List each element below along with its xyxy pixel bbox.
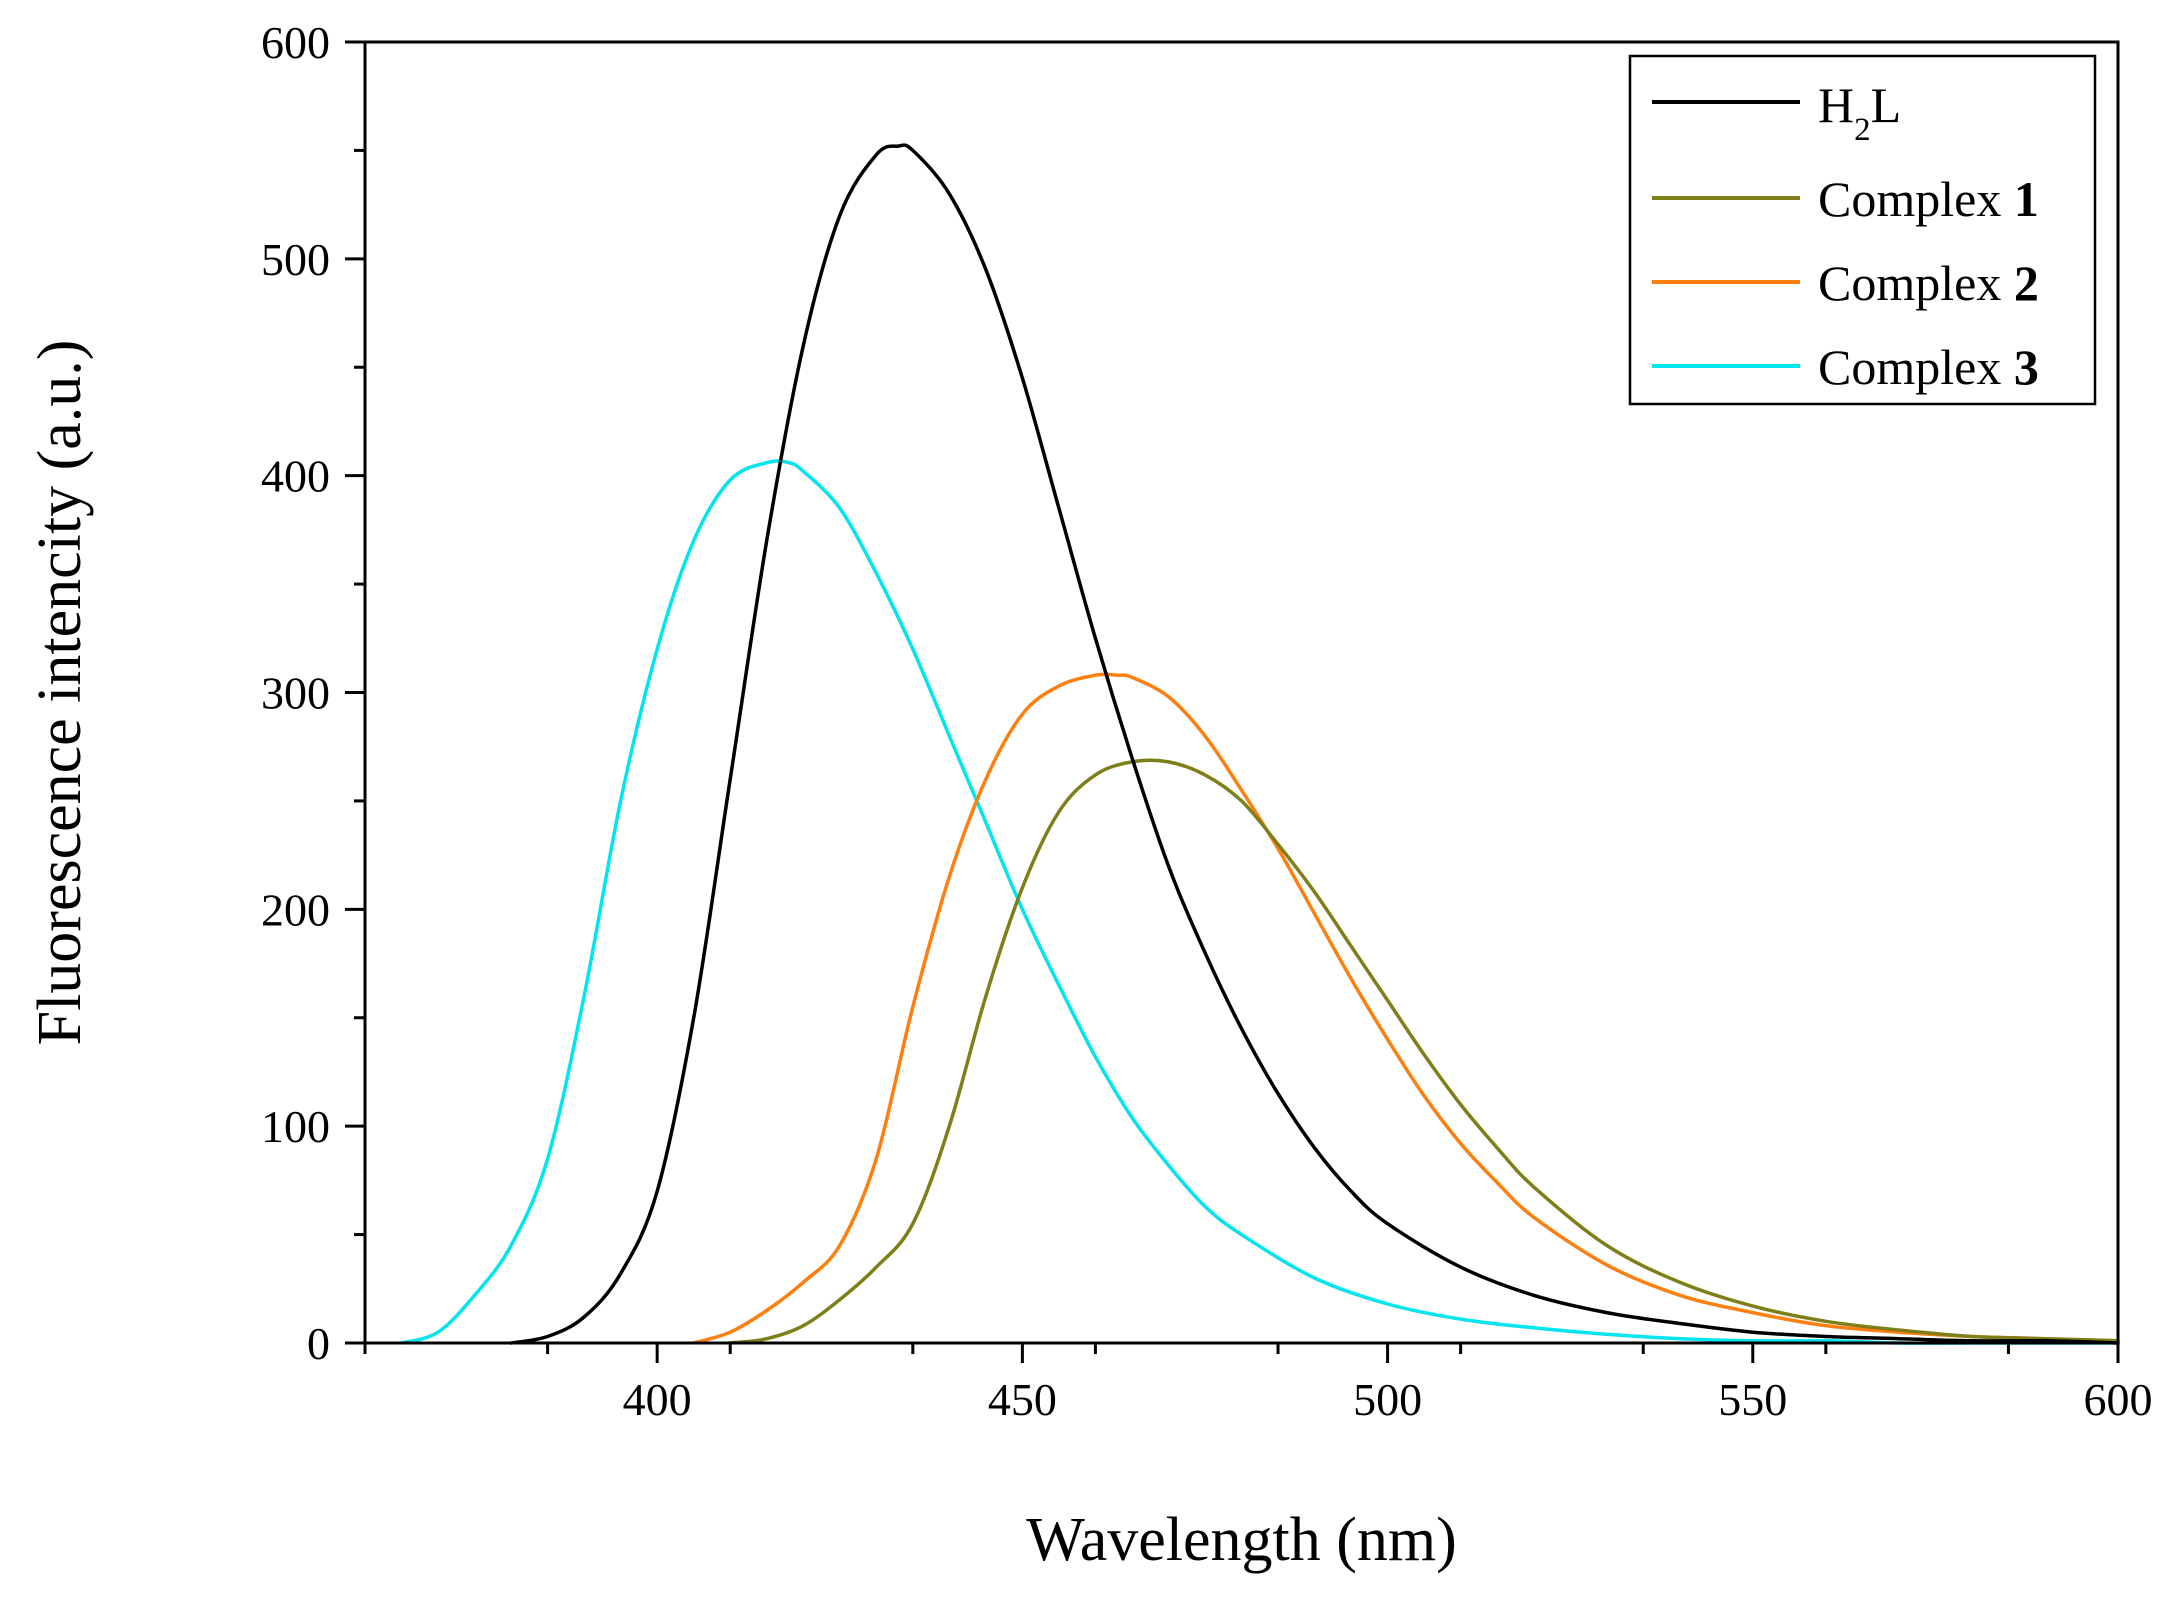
x-tick-label: 450 [988,1374,1057,1425]
plot-area [399,143,2120,1345]
y-tick-label: 400 [261,451,330,502]
x-axis-title: Wavelength (nm) [1026,1506,1457,1574]
x-tick-label: 600 [2084,1374,2153,1425]
legend-label: Complex 1 [1818,171,2039,227]
series-line-complex-3 [399,459,2120,1345]
y-tick-label: 300 [261,668,330,719]
legend-box [1628,54,2097,406]
y-tick-label: 200 [261,884,330,935]
y-tick-label: 100 [261,1101,330,1152]
legend-label: Complex 3 [1818,339,2039,395]
x-tick-label: 550 [1718,1374,1787,1425]
legend-label: Complex 2 [1818,255,2039,311]
y-axis-title: Fluorescence intencity (a.u.) [26,340,94,1046]
legend: H2L Complex 1 Complex 2 Complex 3 [1628,54,2097,406]
legend-label: H2L [1818,77,1901,148]
x-tick-label: 500 [1353,1374,1422,1425]
y-tick-label: 0 [307,1318,330,1369]
series-line-complex-2 [691,672,2120,1345]
series-line-complex-1 [728,758,2120,1345]
series-line-h2l [509,143,2120,1345]
axes: 400 450 500 550 600 0 100 200 300 400 500 600 [261,17,2153,1425]
x-tick-label: 400 [623,1374,692,1425]
y-tick-label: 600 [261,17,330,68]
y-tick-label: 500 [261,234,330,285]
